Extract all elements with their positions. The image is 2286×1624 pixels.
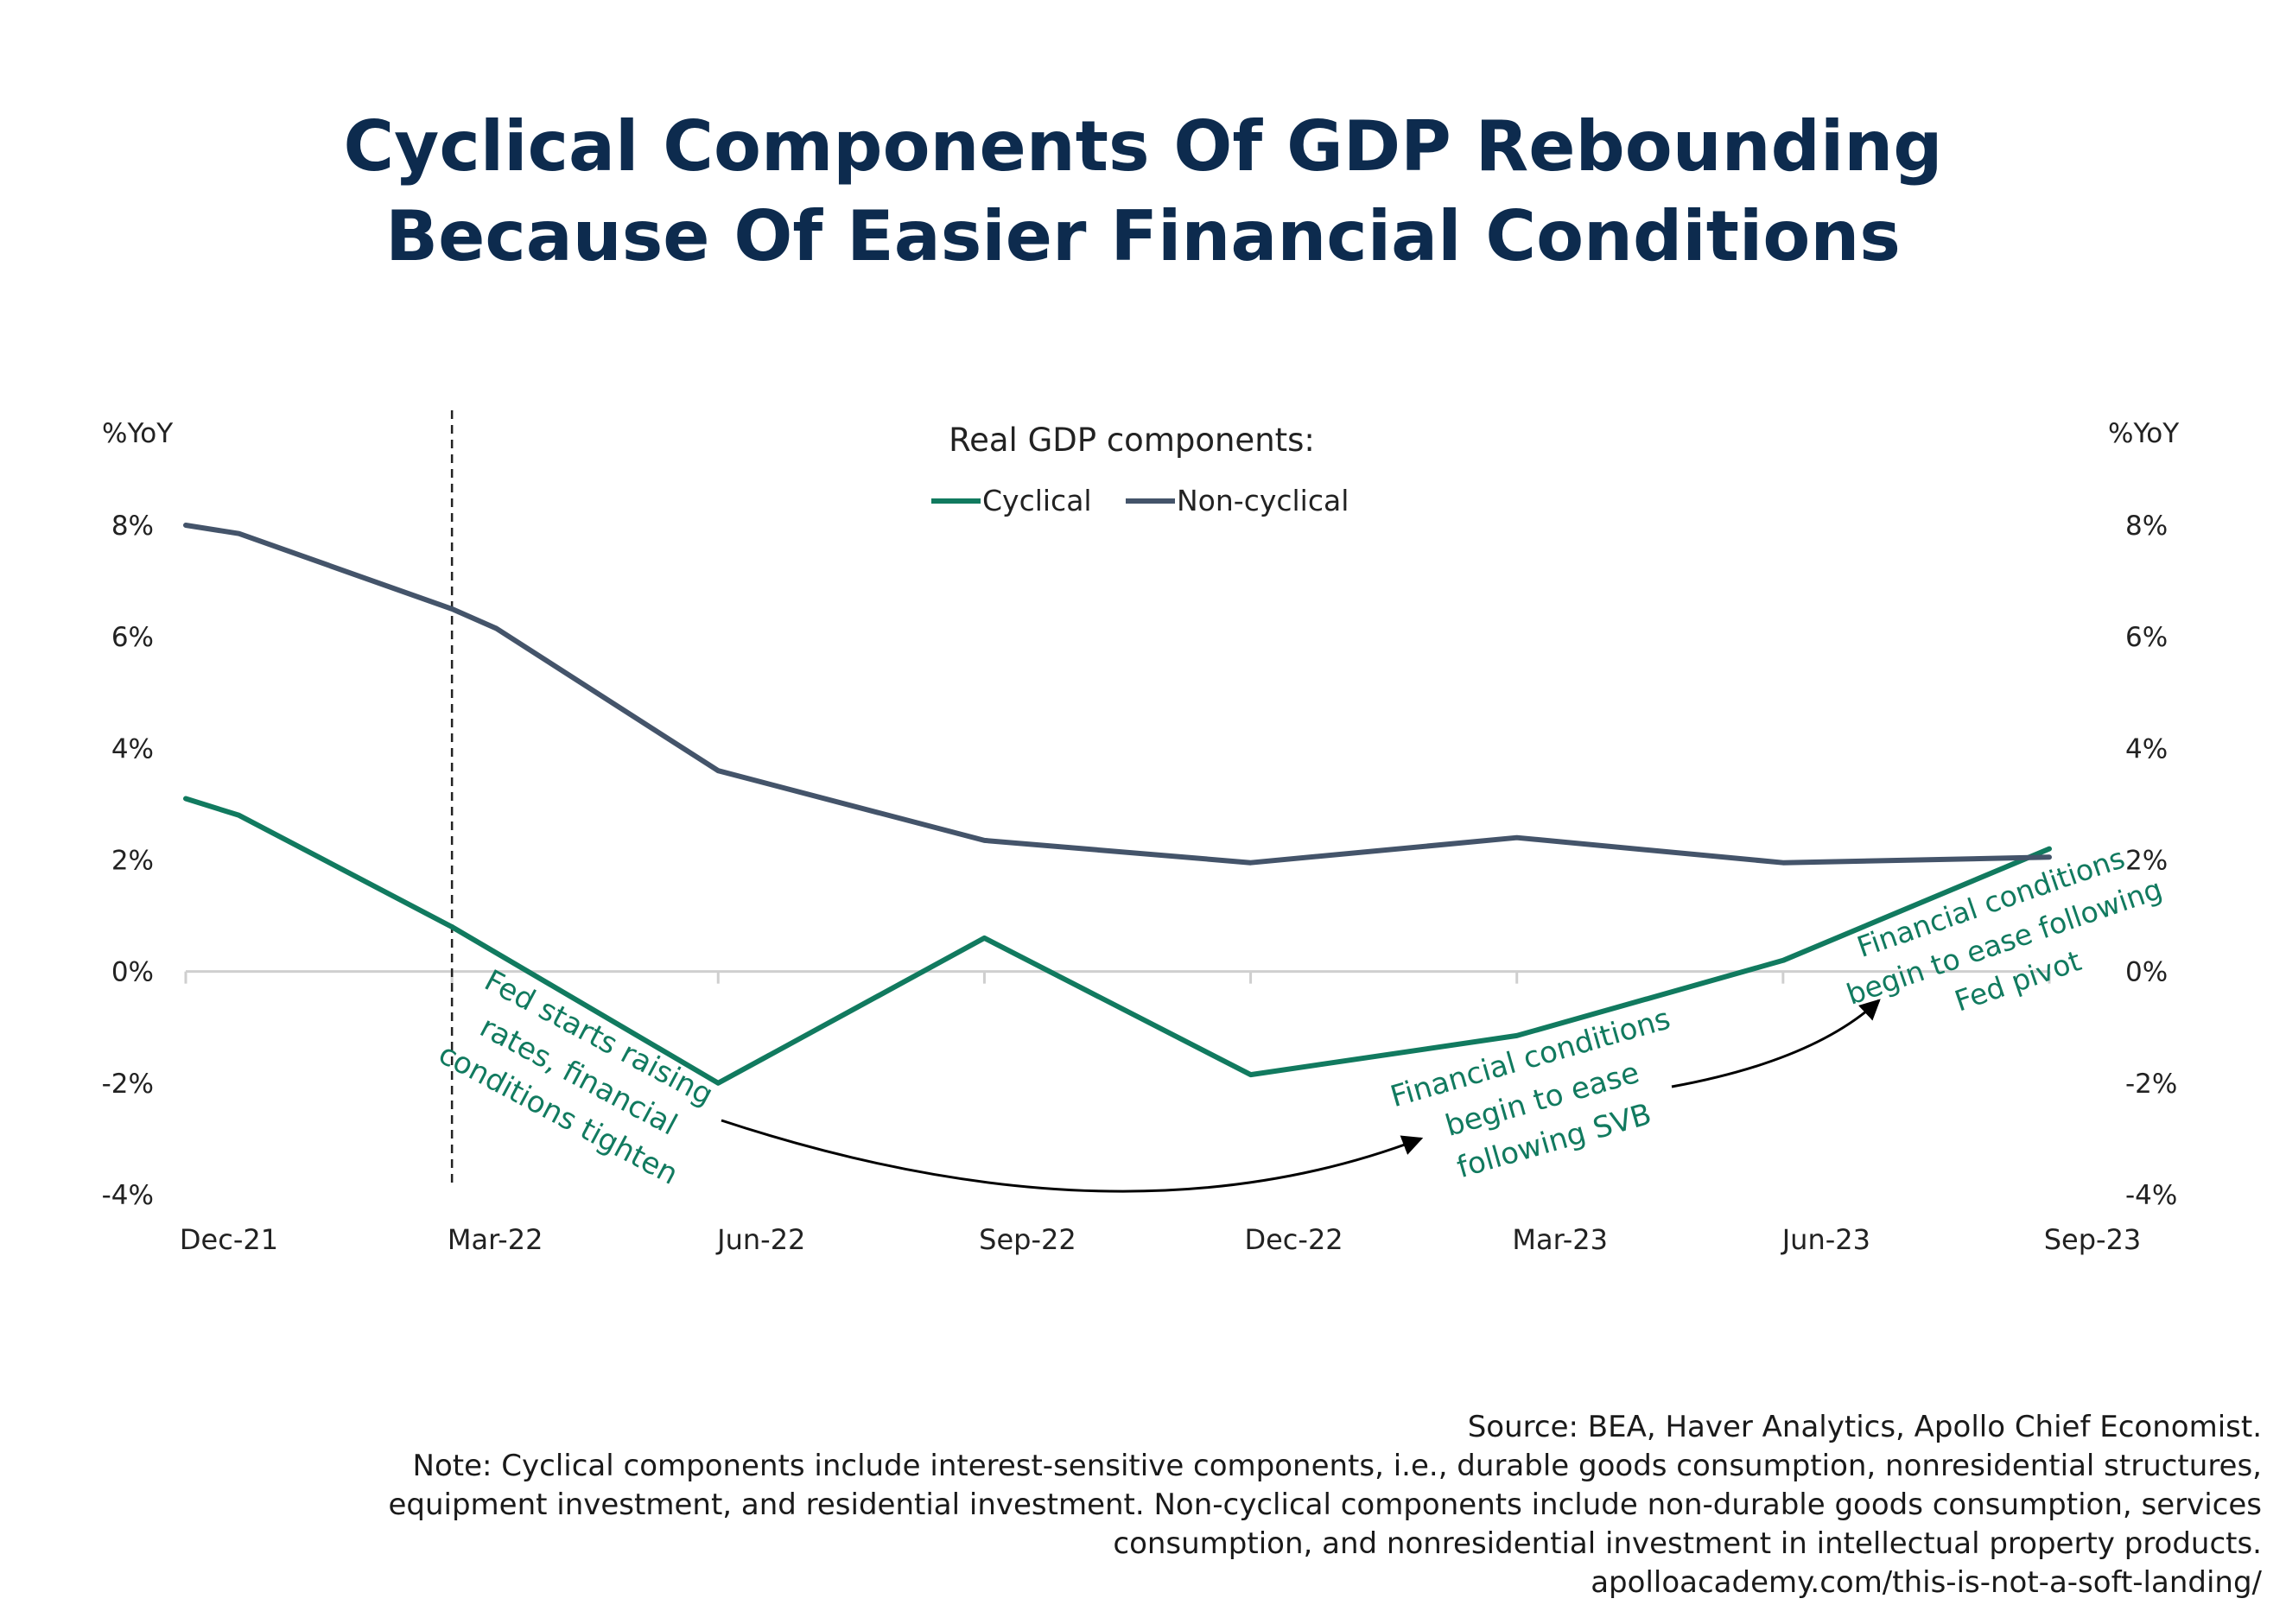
y-tick-right-0: 8% [2125, 511, 2168, 542]
y-tick-right-2: 4% [2125, 733, 2168, 764]
series-line-cyclical [183, 796, 2052, 1086]
arrow-to-fed-pivot [1671, 999, 1881, 1088]
chart-title: Cyclical Components Of GDP Rebounding Be… [0, 102, 2286, 282]
y-tick-right-5: -2% [2125, 1069, 2177, 1100]
x-tick-label-3: Sep-22 [979, 1223, 1076, 1256]
chart-legend: Real GDP components: Cyclical Non-cyclical [931, 422, 1349, 517]
legend-label-non-cyclical: Non-cyclical [1177, 484, 1349, 517]
y-tick-left-6: -4% [102, 1180, 154, 1211]
source-url: apolloacademy.com/this-is-not-a-soft-lan… [1591, 1565, 2262, 1600]
y-tick-left-5: -2% [102, 1069, 154, 1100]
y-tick-left-3: 2% [111, 846, 154, 877]
y-tick-left-1: 6% [111, 622, 154, 653]
y-tick-right-6: -4% [2125, 1180, 2177, 1211]
y-tick-right-3: 2% [2125, 846, 2168, 877]
x-tick-label-6: Jun-23 [1781, 1223, 1870, 1256]
legend-label-cyclical: Cyclical [982, 484, 1092, 517]
y-tick-right-1: 6% [2125, 622, 2168, 653]
x-tick-label-5: Mar-23 [1512, 1223, 1608, 1256]
x-tick-label-7: Sep-23 [2044, 1223, 2142, 1256]
line-chart: %YoY %YoY 8% 8% 6% 6% 4% 4% 2% 2% 0% 0% -2% -2% -4% -4%… [102, 410, 2179, 1256]
chart-series [183, 523, 2052, 1086]
note-line-3: consumption, and nonresidential investme… [1113, 1526, 2262, 1561]
x-tick-label-4: Dec-22 [1244, 1223, 1343, 1256]
title-line-2: Because Of Easier Financial Conditions [385, 196, 1901, 276]
chart-axes: %YoY %YoY 8% 8% 6% 6% 4% 4% 2% 2% 0% 0% -2% -2% -4% -4%… [102, 410, 2179, 1256]
y-tick-left-4: 0% [111, 957, 154, 988]
note-line-2: equipment investment, and residential in… [388, 1488, 2262, 1522]
y-tick-left-2: 4% [111, 733, 154, 764]
x-tick-label-2: Jun-22 [715, 1223, 805, 1256]
title-line-1: Cyclical Components Of GDP Rebounding [343, 106, 1943, 187]
source-note: Source: BEA, Haver Analytics, Apollo Chi… [1467, 1410, 2262, 1444]
y-tick-right-4: 0% [2125, 957, 2168, 988]
y-axis-label-right: %YoY [2108, 418, 2179, 449]
x-tick-label-0: Dec-21 [180, 1223, 278, 1256]
arrow-to-svb [721, 1119, 1424, 1193]
y-axis-label-left: %YoY [102, 418, 173, 449]
chart-footer: Source: BEA, Haver Analytics, Apollo Chi… [16, 1408, 2262, 1602]
legend-title: Real GDP components: [949, 422, 1315, 459]
x-tick-label-1: Mar-22 [448, 1223, 543, 1256]
y-tick-left-0: 8% [111, 511, 154, 542]
note-line-1: Note: Cyclical components include intere… [412, 1449, 2262, 1483]
series-line-non-cyclical [183, 523, 2052, 866]
